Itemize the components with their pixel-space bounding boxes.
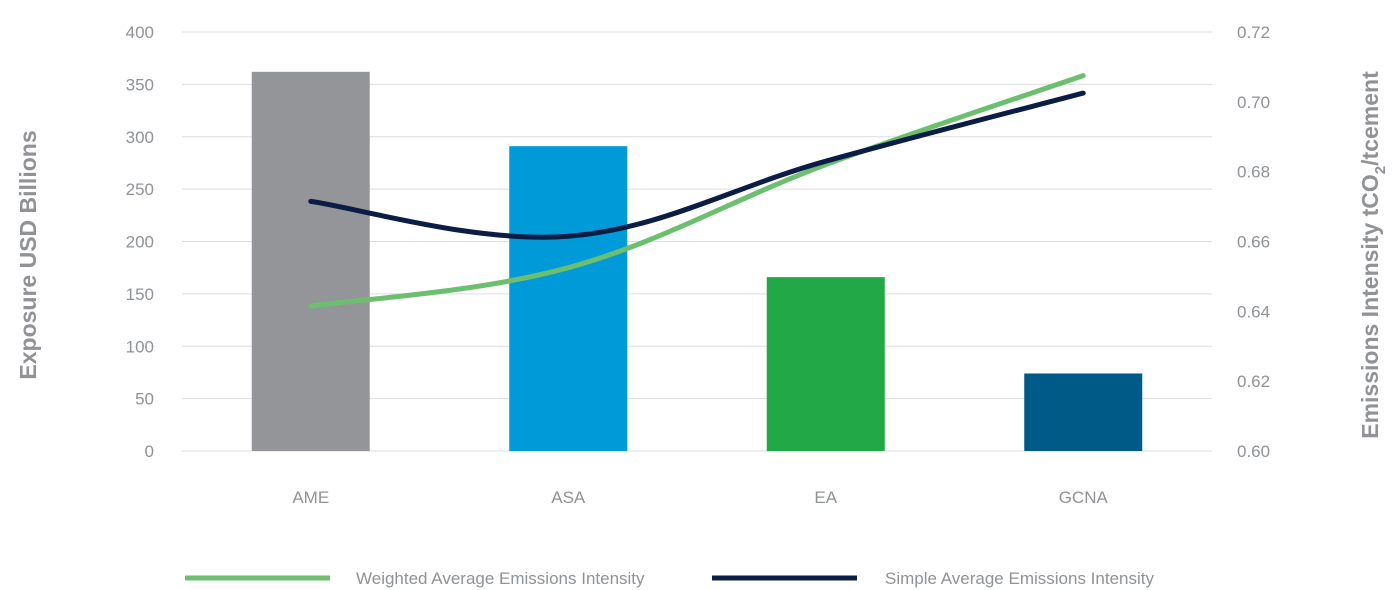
bar-ea xyxy=(766,277,885,451)
left-tick-label: 100 xyxy=(126,337,154,356)
left-axis-title: Exposure USD Billions xyxy=(15,130,41,379)
right-axis-title: Emissions Intensity tCO2/tcement xyxy=(1357,71,1389,439)
legend-weighted-label: Weighted Average Emissions Intensity xyxy=(356,569,645,588)
left-tick-label: 400 xyxy=(126,23,154,42)
right-tick-label: 0.60 xyxy=(1237,442,1270,461)
x-tick-label-ea: EA xyxy=(814,488,837,507)
x-tick-label-gcna: GCNA xyxy=(1059,488,1109,507)
exposure-bars xyxy=(251,71,1143,452)
weighted-average-line xyxy=(308,73,1086,309)
left-tick-label: 0 xyxy=(145,442,154,461)
bar-asa xyxy=(509,146,628,452)
left-tick-label: 200 xyxy=(126,233,154,252)
bar-gcna xyxy=(1024,373,1143,451)
right-tick-label: 0.70 xyxy=(1237,93,1270,112)
right-axis-title-suffix: /tcement xyxy=(1357,71,1383,166)
bar-ame xyxy=(251,71,370,452)
simple-average-line xyxy=(308,90,1086,240)
left-tick-label: 350 xyxy=(126,75,154,94)
legend: Weighted Average Emissions Intensity Sim… xyxy=(185,569,1154,588)
emission-lines xyxy=(308,73,1086,309)
left-tick-label: 50 xyxy=(135,390,154,409)
x-tick-label-asa: ASA xyxy=(551,488,586,507)
right-tick-label: 0.64 xyxy=(1237,302,1270,321)
legend-simple-label: Simple Average Emissions Intensity xyxy=(885,569,1154,588)
right-tick-label: 0.72 xyxy=(1237,23,1270,42)
right-tick-label: 0.68 xyxy=(1237,163,1270,182)
left-tick-label: 250 xyxy=(126,180,154,199)
right-tick-label: 0.62 xyxy=(1237,372,1270,391)
left-tick-label: 300 xyxy=(126,128,154,147)
left-tick-label: 150 xyxy=(126,285,154,304)
x-tick-label-ame: AME xyxy=(292,488,329,507)
right-axis-ticks: 0.60 0.62 0.64 0.66 0.68 0.70 0.72 xyxy=(1237,23,1270,461)
right-axis-title-prefix: Emissions Intensity tCO xyxy=(1357,174,1383,439)
left-axis-ticks: 0 50 100 150 200 250 300 350 400 xyxy=(126,23,154,461)
right-tick-label: 0.66 xyxy=(1237,233,1270,252)
right-axis-title-subscript: 2 xyxy=(1372,166,1389,174)
x-axis-ticks: AME ASA EA GCNA xyxy=(292,488,1108,507)
